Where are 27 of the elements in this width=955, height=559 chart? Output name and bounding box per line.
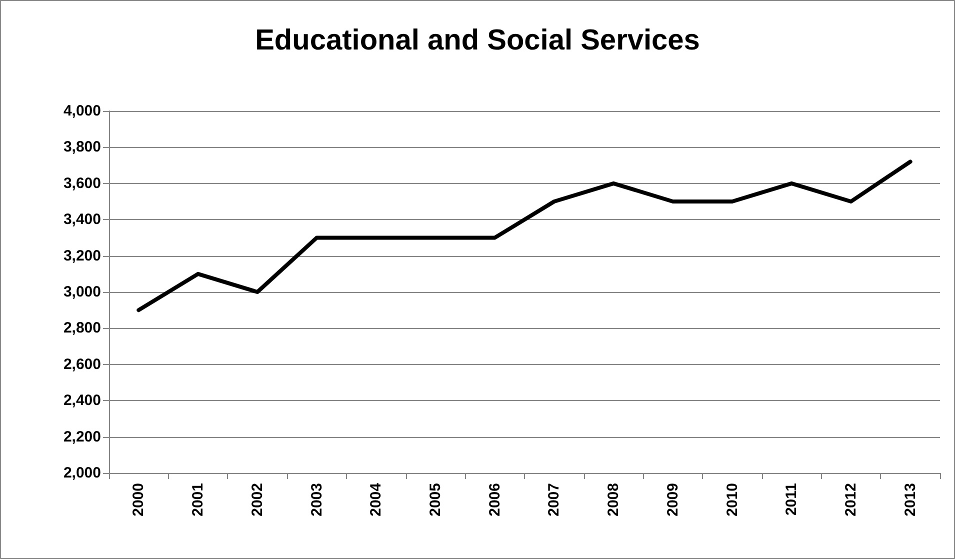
x-tick-label: 2011 [783, 483, 800, 516]
x-tick-label: 2005 [426, 483, 444, 516]
line-series [136, 160, 912, 312]
y-tick-label: 2,000 [63, 464, 101, 482]
x-tick-label: 2012 [842, 483, 860, 516]
y-tick-label: 3,800 [63, 138, 101, 156]
y-tick-label: 2,800 [63, 320, 101, 337]
x-tick-label: 2004 [368, 482, 385, 516]
x-tick-label: 2000 [130, 483, 148, 516]
y-tick-label: 3,200 [63, 247, 101, 264]
chart-title: Educational and Social Services [255, 24, 700, 56]
x-tick-label: 2003 [308, 483, 326, 516]
x-tick-label: 2001 [190, 483, 207, 516]
x-tick-label: 2008 [605, 483, 622, 516]
x-tick-label: 2010 [724, 483, 741, 516]
x-tick-label: 2002 [248, 483, 266, 516]
y-tick-label: 3,400 [63, 211, 101, 228]
y-tick-label: 2,200 [63, 428, 101, 446]
y-tick-label: 2,400 [63, 392, 101, 410]
y-tick-label: 3,000 [63, 284, 101, 300]
y-tick-label: 2,600 [63, 356, 101, 373]
x-tick-label: 2009 [664, 483, 682, 516]
y-tick-label: 3,600 [63, 174, 101, 192]
x-tick-label: 2006 [486, 483, 504, 516]
x-tick-label: 2013 [902, 483, 919, 516]
x-tick-label: 2007 [546, 483, 563, 516]
y-tick-label: 4,000 [63, 102, 101, 120]
